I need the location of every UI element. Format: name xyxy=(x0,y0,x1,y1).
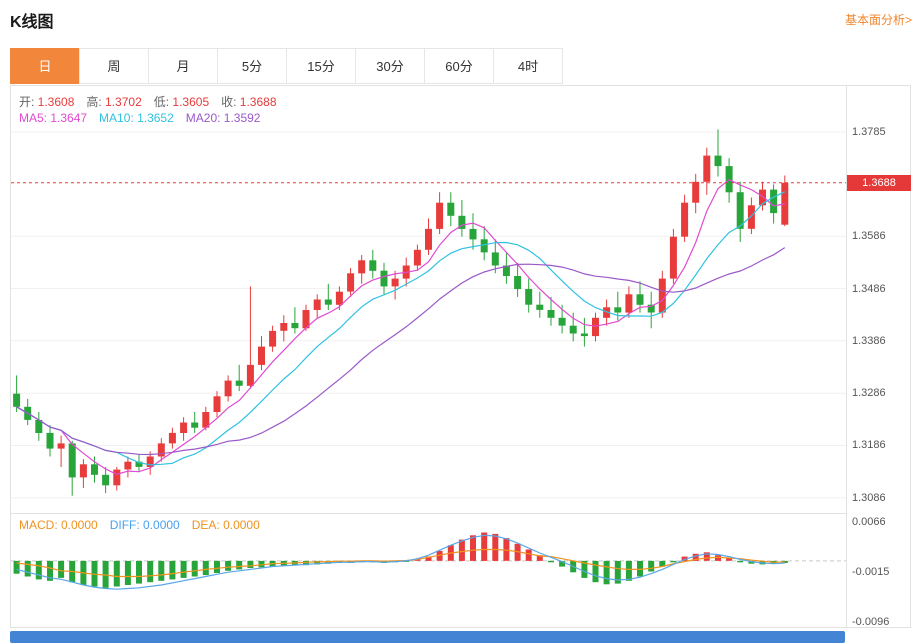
price-axis-label: 1.3286 xyxy=(852,387,886,399)
ohlc-high: 高: 1.3702 xyxy=(86,95,142,109)
macd-axis-label: -0.0096 xyxy=(852,616,890,628)
tab-day[interactable]: 日 xyxy=(10,48,80,84)
panel-divider xyxy=(11,513,846,514)
price-axis: 1.3785 1.3586 1.3486 1.3386 1.3286 1.3186 1.30… xyxy=(846,86,911,628)
macd-chart[interactable] xyxy=(11,514,846,629)
fundamental-analysis-link[interactable]: 基本面分析> xyxy=(844,13,912,27)
tab-15min[interactable]: 15分 xyxy=(286,48,356,84)
macd-axis-label: 0.0066 xyxy=(852,516,886,528)
price-axis-label: 1.3086 xyxy=(852,492,886,504)
ma-ma5: MA5: 1.3647 xyxy=(19,111,88,125)
price-axis-label: 1.3186 xyxy=(852,439,886,451)
current-price-tag: 1.3688 xyxy=(847,175,911,191)
ohlc-close: 收: 1.3688 xyxy=(221,95,277,109)
price-axis-label: 1.3586 xyxy=(852,230,886,242)
ohlc-legend: 开: 1.3608 高: 1.3702 低: 1.3605 收: 1.3688 xyxy=(19,93,289,110)
ohlc-open: 开: 1.3608 xyxy=(19,95,75,109)
ma-ma10: MA10: 1.3652 xyxy=(99,111,174,125)
macd-axis-label: -0.0015 xyxy=(852,566,890,578)
macd-macd: MACD: 0.0000 xyxy=(19,518,98,532)
candlestick-chart[interactable] xyxy=(11,86,846,513)
tab-4hour[interactable]: 4时 xyxy=(493,48,563,84)
tab-month[interactable]: 月 xyxy=(148,48,218,84)
page-title: K线图 xyxy=(10,14,54,31)
price-axis-label: 1.3486 xyxy=(852,283,886,295)
macd-legend: MACD: 0.0000 DIFF: 0.0000 DEA: 0.0000 xyxy=(19,518,272,532)
ma-legend: MA5: 1.3647 MA10: 1.3652 MA20: 1.3592 xyxy=(19,111,272,125)
ma-ma20: MA20: 1.3592 xyxy=(185,111,261,125)
ohlc-low: 低: 1.3605 xyxy=(153,95,210,109)
chart-scrollbar[interactable] xyxy=(10,631,845,643)
tab-30min[interactable]: 30分 xyxy=(355,48,425,84)
price-axis-label: 1.3386 xyxy=(852,335,886,347)
price-axis-label: 1.3785 xyxy=(852,126,886,138)
timeframe-tabs: 日周月 5分 15分 30分 60分 4时 xyxy=(10,48,563,84)
macd-diff: DIFF: 0.0000 xyxy=(109,518,180,532)
macd-dea: DEA: 0.0000 xyxy=(191,518,260,532)
tab-60min[interactable]: 60分 xyxy=(424,48,494,84)
tab-week[interactable]: 周 xyxy=(79,48,149,84)
chart-panel: 开: 1.3608 高: 1.3702 低: 1.3605 收: 1.3688 MA5… xyxy=(10,85,911,628)
tab-5min[interactable]: 5分 xyxy=(217,48,287,84)
